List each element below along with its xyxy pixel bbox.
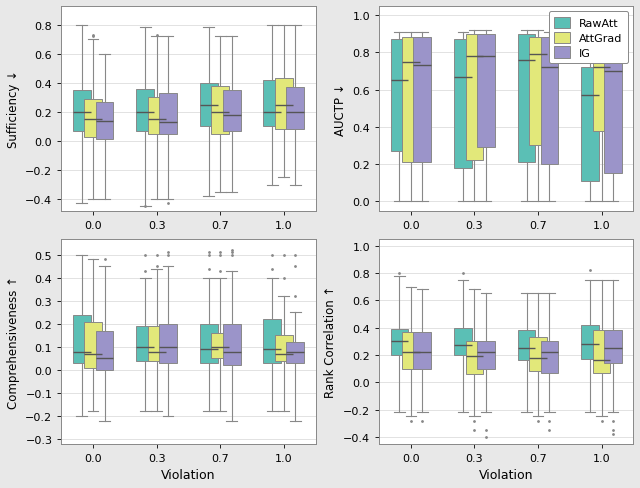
Bar — [223, 91, 241, 131]
Bar — [211, 86, 229, 134]
Y-axis label: Sufficiency ↓: Sufficiency ↓ — [6, 70, 20, 148]
Bar — [477, 35, 495, 148]
Bar — [73, 91, 91, 131]
Bar — [581, 68, 599, 182]
Bar — [159, 324, 177, 364]
Bar — [148, 98, 166, 134]
Bar — [96, 102, 113, 140]
Bar — [465, 35, 483, 161]
Bar — [211, 333, 229, 359]
Bar — [200, 324, 218, 364]
X-axis label: Violation: Violation — [479, 468, 534, 481]
Bar — [413, 332, 431, 369]
Bar — [581, 325, 599, 359]
Bar — [541, 342, 558, 373]
Bar — [275, 336, 292, 361]
Bar — [402, 38, 420, 163]
Bar — [390, 40, 408, 152]
Bar — [96, 331, 113, 370]
Bar — [529, 38, 547, 146]
Bar — [136, 326, 154, 361]
Bar — [541, 38, 558, 165]
Bar — [159, 94, 177, 134]
Bar — [518, 35, 536, 163]
Y-axis label: Rank Correlation ↑: Rank Correlation ↑ — [324, 285, 337, 398]
Bar — [286, 343, 304, 364]
Y-axis label: AUCTP ↓: AUCTP ↓ — [334, 83, 347, 135]
Bar — [454, 40, 472, 168]
Y-axis label: Comprehensiveness ↑: Comprehensiveness ↑ — [6, 275, 20, 408]
Bar — [136, 89, 154, 131]
Bar — [402, 332, 420, 369]
Bar — [604, 38, 622, 174]
Bar — [264, 320, 281, 364]
Bar — [200, 83, 218, 127]
Bar — [275, 79, 292, 130]
Bar — [477, 342, 495, 369]
Bar — [454, 328, 472, 355]
Bar — [84, 322, 102, 368]
Bar — [593, 38, 611, 131]
Bar — [223, 324, 241, 366]
Bar — [413, 38, 431, 163]
Bar — [84, 100, 102, 137]
Bar — [604, 330, 622, 364]
Bar — [264, 81, 281, 127]
X-axis label: Violation: Violation — [161, 468, 216, 481]
Legend: RawAtt, AttGrad, IG: RawAtt, AttGrad, IG — [549, 12, 628, 64]
Bar — [73, 315, 91, 364]
Bar — [465, 342, 483, 374]
Bar — [148, 326, 166, 361]
Bar — [286, 88, 304, 130]
Bar — [593, 330, 611, 373]
Bar — [518, 330, 536, 361]
Bar — [390, 329, 408, 355]
Bar — [529, 337, 547, 371]
